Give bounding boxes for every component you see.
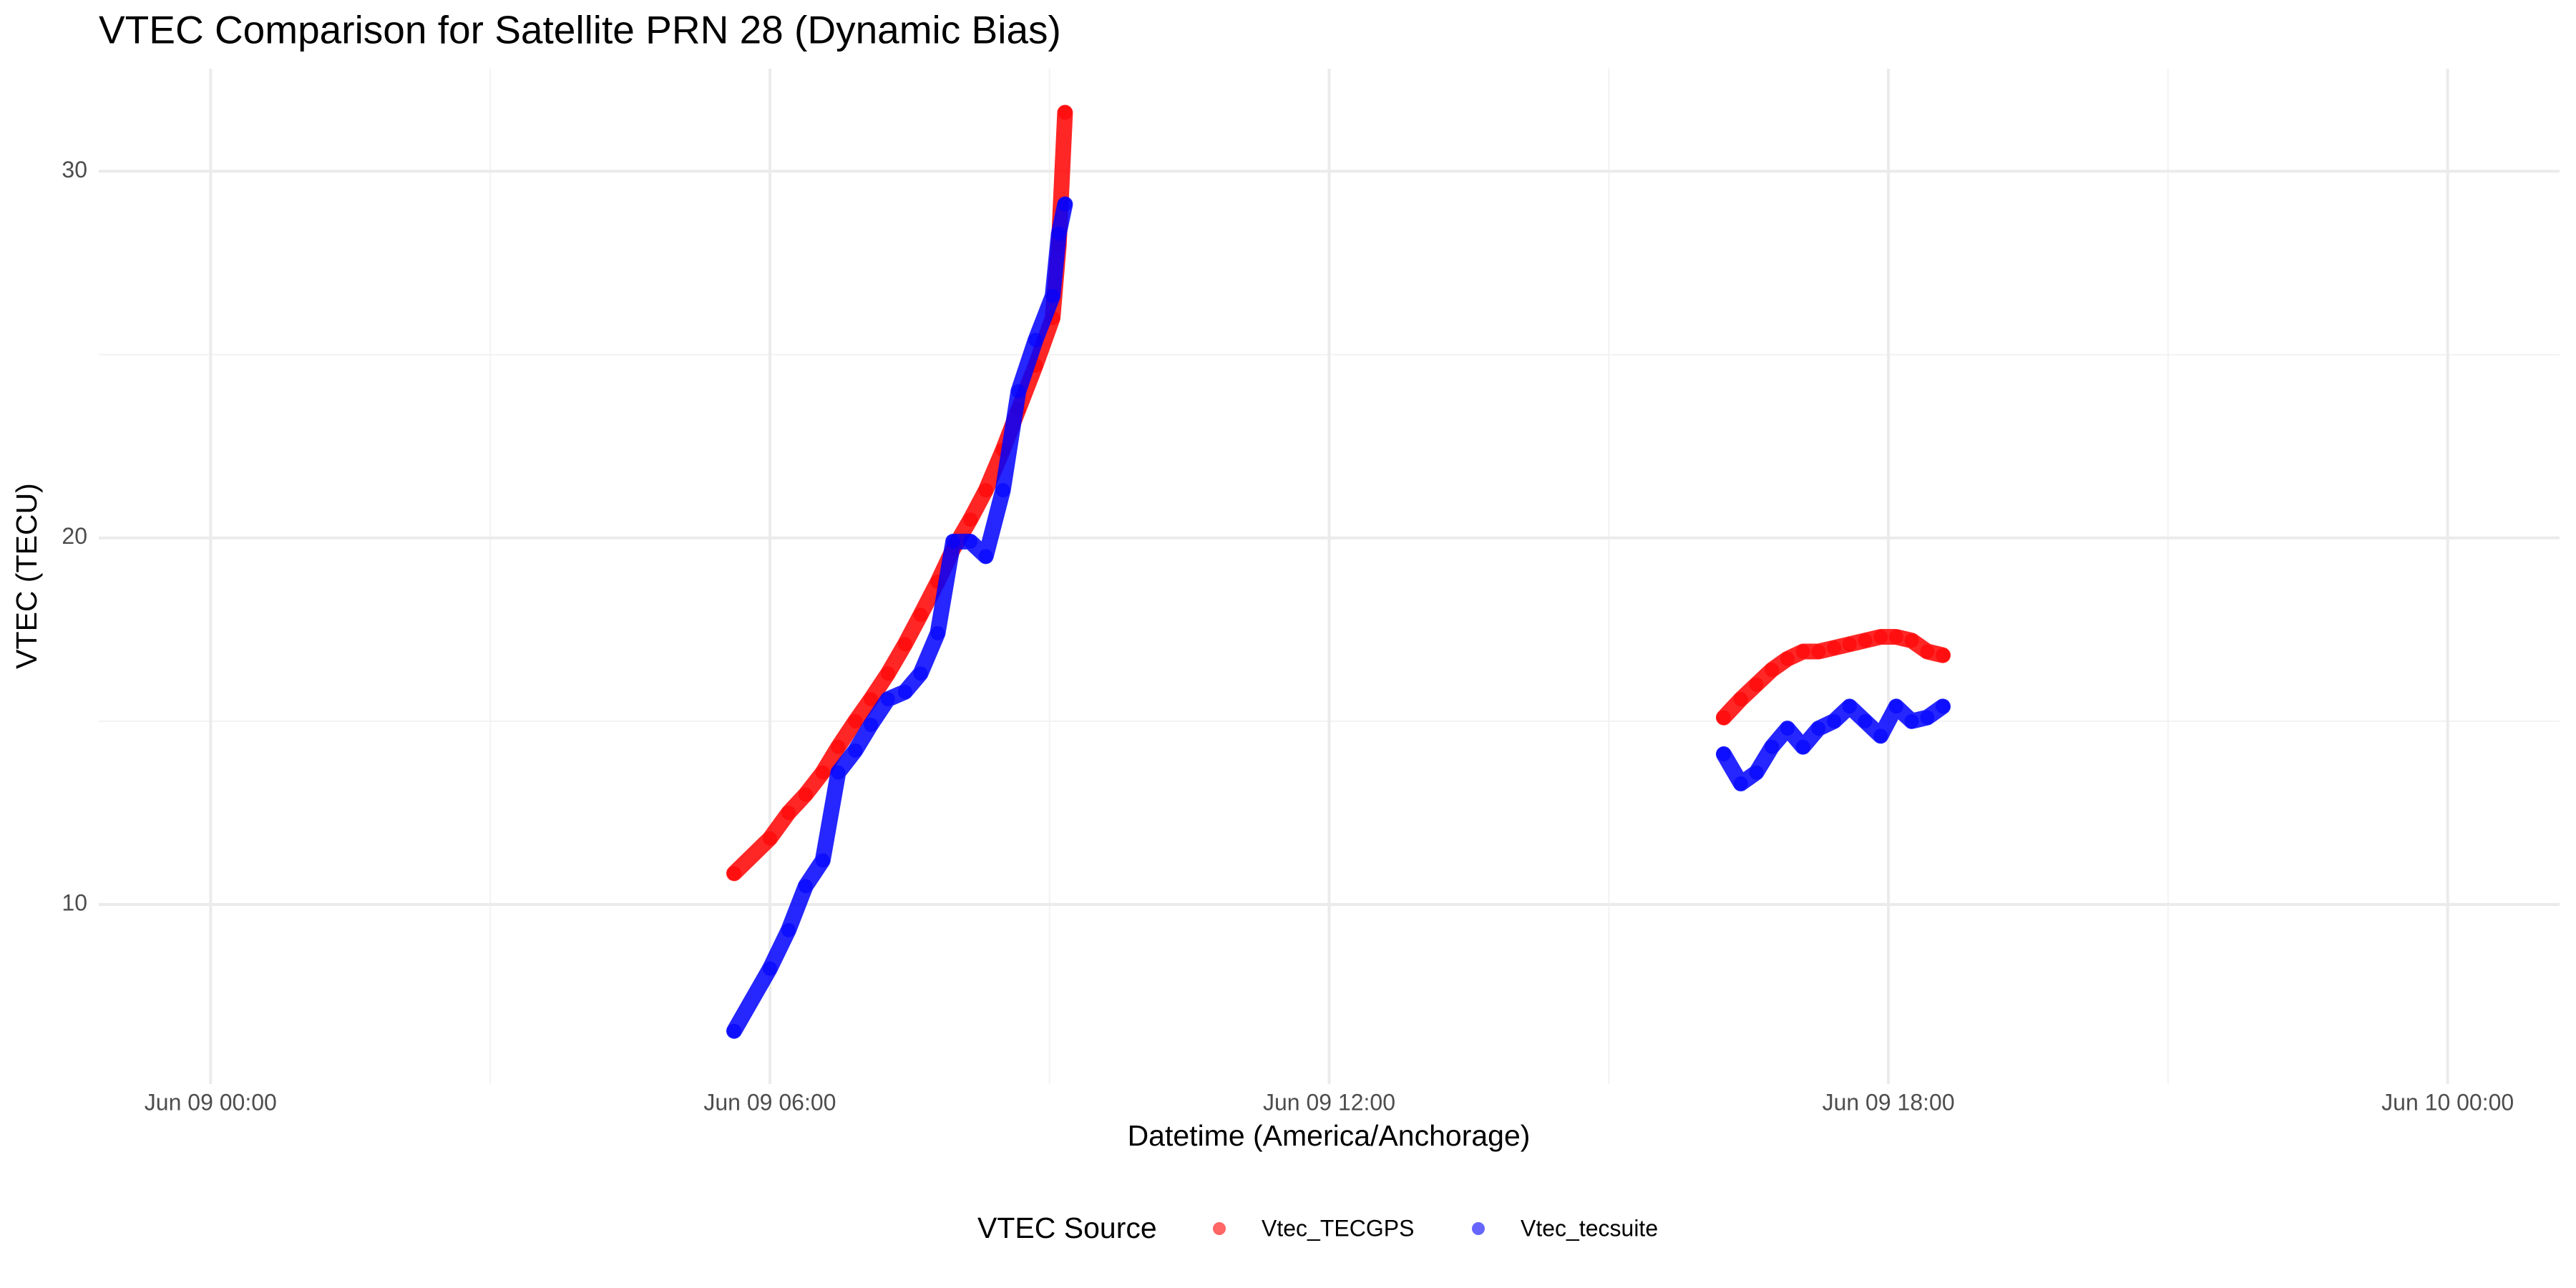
- data-point: [726, 866, 741, 881]
- y-tick-label: 10: [62, 889, 87, 915]
- data-point: [1904, 633, 1919, 648]
- data-point: [1795, 739, 1810, 754]
- data-point: [1858, 713, 1873, 728]
- data-point: [946, 534, 961, 549]
- legend-title: VTEC Source: [977, 1211, 1157, 1244]
- data-point: [1842, 699, 1857, 714]
- data-point: [1858, 633, 1873, 648]
- data-point: [1045, 288, 1060, 303]
- data-point: [1716, 710, 1731, 725]
- data-point: [978, 549, 993, 564]
- data-point: [1733, 692, 1748, 707]
- y-tick-label: 30: [62, 157, 87, 182]
- data-point: [930, 625, 945, 640]
- x-axis-title: Datetime (America/Anchorage): [1128, 1119, 1531, 1152]
- data-point: [1795, 644, 1810, 659]
- data-point: [1011, 384, 1026, 399]
- data-point: [1716, 746, 1731, 761]
- data-point: [1051, 226, 1066, 241]
- data-point: [897, 637, 912, 652]
- data-point: [798, 879, 813, 894]
- data-point: [1749, 765, 1764, 780]
- y-axis-title: VTEC (TECU): [10, 483, 43, 669]
- data-point: [1749, 677, 1764, 692]
- legend-swatch: [1472, 1222, 1485, 1235]
- data-point: [962, 534, 977, 549]
- data-point: [1811, 721, 1826, 736]
- data-point: [848, 713, 863, 728]
- y-tick-label: 20: [62, 523, 87, 549]
- data-point: [978, 483, 993, 498]
- data-point: [815, 765, 830, 780]
- data-point: [815, 853, 830, 868]
- data-point: [1765, 663, 1780, 678]
- data-point: [880, 666, 895, 681]
- chart-title: VTEC Comparison for Satellite PRN 28 (Dy…: [99, 8, 1061, 52]
- data-point: [831, 765, 846, 780]
- data-point: [1765, 739, 1780, 754]
- data-point: [897, 684, 912, 699]
- data-point: [1811, 644, 1826, 659]
- data-point: [762, 961, 777, 976]
- data-point: [1936, 648, 1951, 663]
- data-point: [1780, 651, 1795, 666]
- legend-label: Vtec_TECGPS: [1262, 1215, 1414, 1241]
- data-point: [1842, 637, 1857, 652]
- data-point: [995, 483, 1010, 498]
- data-point: [962, 512, 977, 527]
- series-trace: [726, 104, 1073, 882]
- data-point: [781, 922, 796, 937]
- data-point: [1936, 699, 1951, 714]
- data-point: [913, 608, 928, 623]
- legend-label: Vtec_tecsuite: [1521, 1215, 1658, 1241]
- data-point: [831, 739, 846, 754]
- legend-swatch: [1213, 1222, 1226, 1235]
- data-point: [1873, 728, 1888, 743]
- data-point: [798, 787, 813, 802]
- data-point: [1888, 699, 1903, 714]
- data-point: [1904, 713, 1919, 728]
- x-tick-label: Jun 09 06:00: [703, 1089, 836, 1115]
- x-tick-label: Jun 10 00:00: [2381, 1089, 2514, 1115]
- data-point: [1058, 197, 1073, 212]
- data-point: [781, 805, 796, 820]
- data-point: [1873, 630, 1888, 645]
- data-point: [1920, 644, 1935, 659]
- data-point: [864, 717, 879, 732]
- x-tick-label: Jun 09 00:00: [145, 1089, 277, 1115]
- x-tick-label: Jun 09 12:00: [1263, 1089, 1395, 1115]
- data-point: [762, 831, 777, 846]
- data-point: [1058, 105, 1073, 120]
- data-point: [1733, 776, 1748, 791]
- data-point: [913, 666, 928, 681]
- series-trace: [726, 196, 1073, 1039]
- x-tick-label: Jun 09 18:00: [1823, 1089, 1955, 1115]
- grid: [99, 69, 2560, 1084]
- data-point: [1780, 721, 1795, 736]
- data-point: [848, 743, 863, 758]
- data-point: [1920, 710, 1935, 725]
- data-point: [1827, 640, 1842, 655]
- data-point: [726, 1023, 741, 1038]
- data-point: [864, 692, 879, 707]
- data-point: [1827, 713, 1842, 728]
- data-point: [880, 692, 895, 707]
- data-point: [1028, 333, 1043, 348]
- data-point: [1888, 630, 1903, 645]
